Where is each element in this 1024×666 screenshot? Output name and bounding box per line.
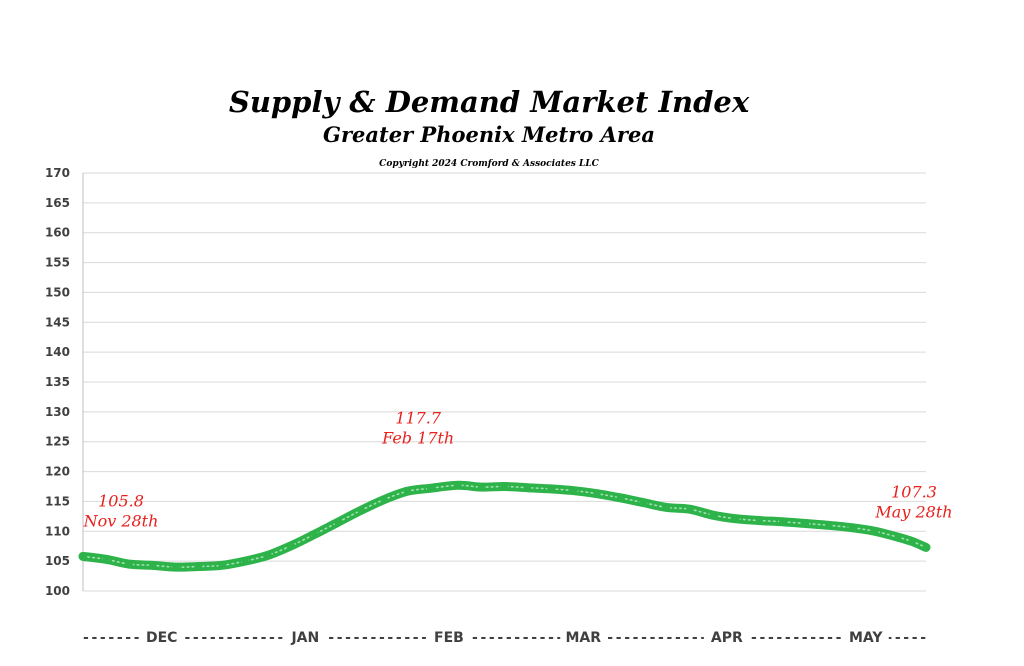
series-point bbox=[241, 557, 249, 565]
y-tick-label: 165 bbox=[45, 196, 70, 210]
y-tick-label: 110 bbox=[45, 524, 70, 538]
chart-subtitle: Greater Phoenix Metro Area bbox=[323, 122, 655, 147]
series-point bbox=[922, 543, 930, 552]
series-point bbox=[732, 515, 740, 523]
month-label: MAR bbox=[565, 630, 601, 646]
series-point bbox=[778, 518, 787, 526]
series-point bbox=[477, 483, 485, 491]
series-point bbox=[454, 481, 462, 489]
annotation-date: May 28th bbox=[874, 502, 952, 521]
month-label-backing bbox=[842, 628, 889, 646]
y-tick-label: 145 bbox=[45, 315, 70, 329]
gridlines bbox=[83, 172, 926, 592]
series-point bbox=[264, 551, 272, 559]
series-point bbox=[195, 562, 203, 571]
series-point bbox=[908, 537, 916, 546]
series-point bbox=[218, 561, 226, 569]
chart-title: Supply & Demand Market Index bbox=[229, 85, 750, 119]
annotation-date: Feb 17th bbox=[381, 428, 454, 447]
month-label: MAY bbox=[849, 630, 883, 646]
series-point bbox=[894, 533, 902, 541]
series-point bbox=[871, 527, 879, 535]
series-point bbox=[801, 519, 810, 528]
series-point bbox=[686, 505, 694, 513]
series-point bbox=[426, 484, 434, 492]
series-point bbox=[709, 511, 717, 519]
series-index bbox=[78, 480, 931, 572]
series-point bbox=[663, 503, 671, 511]
series-point bbox=[755, 516, 763, 525]
y-tick-label: 135 bbox=[45, 375, 70, 389]
series-point bbox=[825, 521, 833, 529]
month-label-backing bbox=[282, 628, 329, 646]
x-axis-dash-line: - - - - - - - - - - - - - - - - - - - - … bbox=[83, 630, 926, 646]
series-point bbox=[102, 555, 110, 563]
y-tick-label: 160 bbox=[45, 226, 70, 240]
y-tick-label: 155 bbox=[45, 256, 70, 270]
series-point bbox=[148, 561, 157, 569]
series-point bbox=[334, 518, 342, 526]
y-tick-labels: 100 105 110 115 120 125 130 135 140 145 150 155 160 1… bbox=[45, 166, 70, 598]
month-label: APR bbox=[711, 630, 743, 646]
annotation-date: Nov 28th bbox=[83, 511, 159, 530]
series-point bbox=[79, 552, 87, 560]
series-point bbox=[287, 542, 296, 550]
series-point bbox=[500, 482, 509, 491]
y-tick-label: 125 bbox=[45, 435, 70, 449]
x-month-labels: DEC JAN FEB MAR APR MAY bbox=[138, 628, 889, 646]
series-point bbox=[403, 487, 411, 495]
month-label-backing bbox=[425, 628, 472, 646]
y-tick-label: 140 bbox=[45, 345, 70, 359]
series-point bbox=[616, 494, 624, 502]
y-tick-label: 105 bbox=[45, 554, 70, 568]
y-tick-label: 130 bbox=[45, 405, 70, 419]
y-tick-label: 120 bbox=[45, 465, 70, 479]
series-point bbox=[639, 499, 648, 507]
month-label-backing bbox=[560, 628, 607, 646]
annotation-value: 107.3 bbox=[891, 482, 937, 501]
month-label: FEB bbox=[434, 630, 464, 646]
chart-copyright: Copyright 2024 Cromford & Associates LLC bbox=[379, 159, 599, 169]
series-point bbox=[310, 530, 319, 538]
series-point bbox=[172, 563, 180, 571]
series-point bbox=[125, 560, 133, 568]
series-point bbox=[524, 484, 532, 492]
y-tick-label: 100 bbox=[45, 584, 70, 598]
series-point bbox=[848, 524, 856, 532]
series-point bbox=[593, 490, 601, 498]
annotation-value: 117.7 bbox=[395, 408, 442, 427]
y-tick-label: 115 bbox=[45, 494, 70, 508]
annotation-value: 105.8 bbox=[98, 491, 144, 510]
series-point bbox=[357, 506, 365, 514]
month-label: JAN bbox=[290, 630, 319, 646]
y-tick-label: 150 bbox=[45, 285, 70, 299]
series-point bbox=[570, 487, 578, 495]
series-point bbox=[380, 496, 388, 504]
month-label: DEC bbox=[146, 630, 177, 646]
y-tick-label: 170 bbox=[45, 166, 70, 180]
month-label-backing bbox=[703, 628, 750, 646]
series-point bbox=[547, 485, 555, 493]
month-label-backing bbox=[138, 628, 185, 646]
